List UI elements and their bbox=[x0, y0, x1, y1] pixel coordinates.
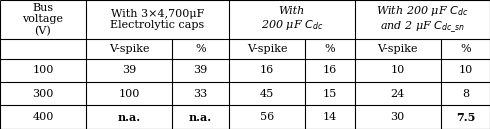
Text: 10: 10 bbox=[391, 65, 405, 75]
Text: With 3×4,700μF
Electrolytic caps: With 3×4,700μF Electrolytic caps bbox=[110, 9, 204, 30]
Text: V-spike: V-spike bbox=[377, 44, 418, 54]
Text: 16: 16 bbox=[323, 65, 337, 75]
Text: 45: 45 bbox=[260, 88, 274, 99]
Text: 30: 30 bbox=[391, 112, 405, 122]
Text: %: % bbox=[325, 44, 335, 54]
Text: With 200 μF $C_{dc}$
and 2 μF $C_{dc\_sn}$: With 200 μF $C_{dc}$ and 2 μF $C_{dc\_sn… bbox=[376, 4, 468, 35]
Text: 300: 300 bbox=[32, 88, 53, 99]
Text: With
200 μF $C_{dc}$: With 200 μF $C_{dc}$ bbox=[261, 6, 323, 32]
Text: 8: 8 bbox=[462, 88, 469, 99]
Text: 33: 33 bbox=[193, 88, 207, 99]
Text: 400: 400 bbox=[32, 112, 53, 122]
Text: %: % bbox=[195, 44, 206, 54]
Text: V-spike: V-spike bbox=[109, 44, 149, 54]
Text: 24: 24 bbox=[391, 88, 405, 99]
Text: 56: 56 bbox=[260, 112, 274, 122]
Text: n.a.: n.a. bbox=[117, 112, 141, 123]
Text: 15: 15 bbox=[323, 88, 337, 99]
Text: 100: 100 bbox=[118, 88, 140, 99]
Text: 39: 39 bbox=[122, 65, 136, 75]
Text: n.a.: n.a. bbox=[189, 112, 212, 123]
Text: Bus
voltage
(V): Bus voltage (V) bbox=[23, 3, 64, 36]
Text: V-spike: V-spike bbox=[247, 44, 287, 54]
Text: 100: 100 bbox=[32, 65, 53, 75]
Text: 16: 16 bbox=[260, 65, 274, 75]
Text: 7.5: 7.5 bbox=[456, 112, 475, 123]
Text: 39: 39 bbox=[193, 65, 207, 75]
Text: 14: 14 bbox=[323, 112, 337, 122]
Text: 10: 10 bbox=[458, 65, 472, 75]
Text: %: % bbox=[460, 44, 470, 54]
